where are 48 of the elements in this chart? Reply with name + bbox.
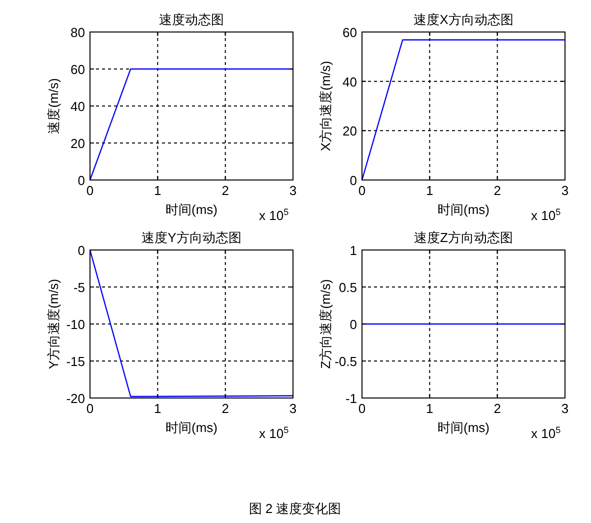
y-tick-label: -15 [66,354,85,369]
chart-title: 速度Y方向动态图 [142,230,242,245]
x-tick-label: 2 [494,183,501,198]
text: x 10$^{5}$ [531,425,561,441]
y-tick-label: 0 [350,317,357,332]
y-tick-label: 0.5 [338,280,357,295]
x-axis-title: 时间(ms) [166,420,218,435]
y-tick-label: 1 [350,243,357,258]
y-tick-label: 80 [70,25,85,40]
text: x 10$^{5}$ [259,425,289,441]
x-tick-label: 1 [154,401,162,416]
x-tick-label: 2 [494,401,501,416]
x-tick-label: 1 [426,183,434,198]
y-tick-label: -1 [345,391,357,406]
x-tick-label: 1 [426,401,434,416]
x-axis-title: 时间(ms) [166,202,218,217]
x-tick-label: 3 [289,401,297,416]
y-tick-label: 60 [70,62,85,77]
y-tick-label: 20 [342,124,357,139]
y-tick-label: 0 [350,173,357,188]
y-tick-label: -10 [66,317,85,332]
y-tick-label: -5 [73,280,85,295]
x-tick-label: 1 [154,183,162,198]
x-tick-label: 3 [289,183,297,198]
chart-title: 速度动态图 [159,12,224,27]
y-tick-label: 40 [70,99,85,114]
y-tick-label: 40 [342,74,357,90]
x-axis-title: 时间(ms) [438,420,490,435]
y-tick-label: -20 [66,391,85,406]
x-tick-label: 3 [561,401,569,416]
x-tick-label: 2 [222,183,229,198]
y-tick-label: -0.5 [334,354,357,369]
y-axis-title: X方向速度(m/s) [318,60,333,152]
y-tick-label: 60 [342,25,357,40]
text: x 10$^{5}$ [531,207,561,223]
y-axis-title: Z方向速度(m/s) [318,279,333,369]
x-tick-label: 3 [561,183,569,198]
caption: 图 2 速度变化图 [248,501,342,516]
text: x 10$^{5}$ [259,207,289,223]
y-tick-label: 0 [78,173,85,188]
chart-title: 速度X方向动态图 [414,12,514,27]
y-tick-label: 20 [70,136,85,151]
x-tick-label: 2 [222,401,229,416]
y-tick-label: 0 [78,243,85,258]
x-axis-title: 时间(ms) [438,202,490,217]
chart-title: 速度Z方向动态图 [414,230,513,245]
y-axis-title: Y方向速度(m/s) [46,278,61,370]
y-axis-title: 速度(m/s) [46,78,61,134]
